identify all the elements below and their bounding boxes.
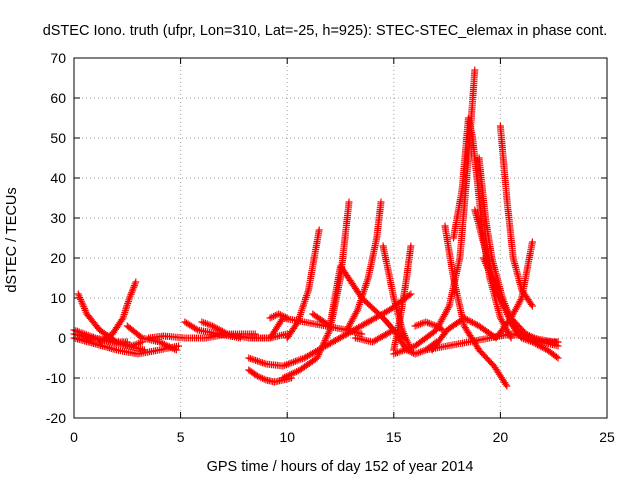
x-tick-label: 0: [70, 429, 78, 445]
grid: [74, 58, 607, 418]
y-tick-label: -20: [46, 410, 66, 426]
y-tick-label: 20: [50, 250, 66, 266]
chart-title: dSTEC Iono. truth (ufpr, Lon=310, Lat=-2…: [43, 23, 608, 39]
y-tick-label: 0: [58, 330, 66, 346]
data-point-markers: [283, 226, 323, 342]
x-tick-label: 25: [599, 429, 615, 445]
y-tick-label: -10: [46, 370, 66, 386]
series-arc-14: [283, 226, 323, 342]
data-point-markers: [471, 206, 562, 346]
data-point-markers: [379, 242, 415, 354]
data-point-markers: [496, 122, 536, 310]
y-axis-label: dSTEC / TECUs: [4, 187, 20, 292]
data-point-markers: [411, 318, 447, 334]
y-tick-label: 10: [50, 290, 66, 306]
y-tick-label: 30: [50, 210, 66, 226]
plot-points: [70, 66, 562, 390]
series-arc-30: [471, 206, 562, 346]
series-arc-22: [411, 318, 447, 334]
y-tick-label: 60: [50, 90, 66, 106]
data-point-markers: [343, 198, 385, 334]
y-tick-label: 40: [50, 170, 66, 186]
y-tick-label: 70: [50, 50, 66, 66]
plot-frame: [73, 57, 608, 419]
axis-ticks: 0 5 10 15 20 25 -20 -10 0 10 20 30 40 50 60 70: [46, 50, 615, 445]
series-arc-15: [279, 198, 353, 382]
x-tick-label: 10: [279, 429, 295, 445]
series-arc-11: [266, 310, 291, 322]
x-axis-label: GPS time / hours of day 152 of year 2014: [207, 459, 474, 475]
series-arc-27: [496, 122, 536, 310]
x-tick-label: 15: [386, 429, 402, 445]
y-tick-label: 50: [50, 130, 66, 146]
x-tick-label: 5: [177, 429, 185, 445]
series-arc-17: [343, 198, 385, 334]
series-arc-08: [181, 318, 244, 342]
data-point-markers: [181, 318, 244, 342]
data-point-markers: [266, 310, 291, 322]
series-arc-18: [379, 242, 415, 354]
x-tick-label: 20: [493, 429, 509, 445]
data-point-markers: [279, 198, 353, 382]
